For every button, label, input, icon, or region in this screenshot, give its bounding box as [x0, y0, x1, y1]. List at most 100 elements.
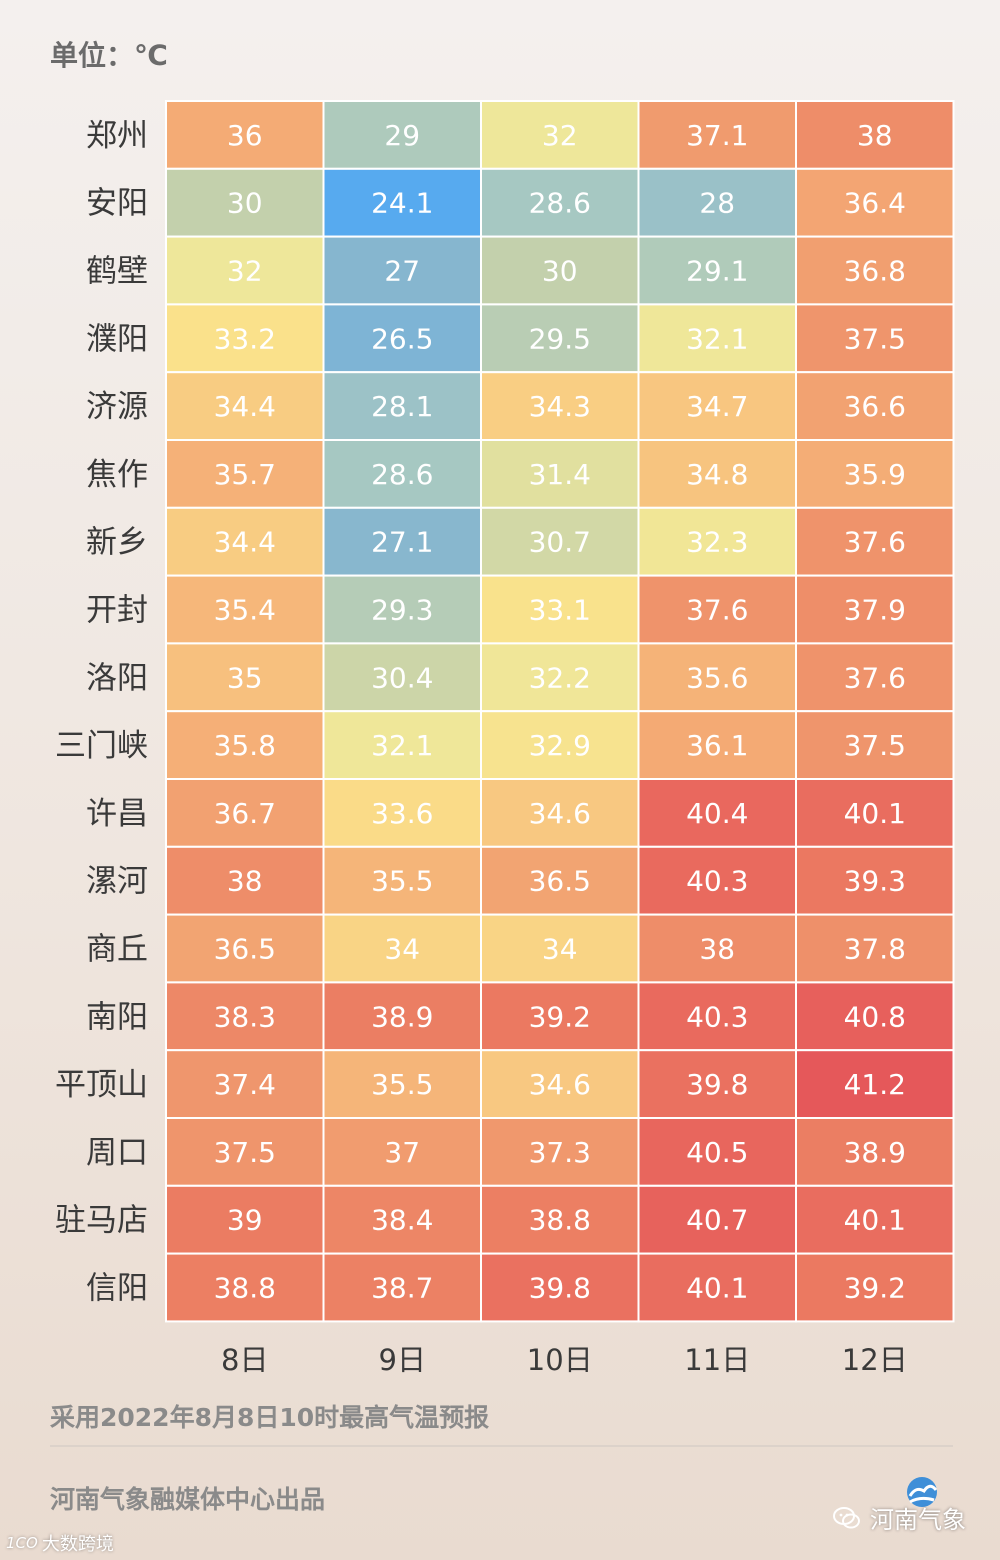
heatmap-cell: [637, 1117, 797, 1187]
cell-value: 40.1: [844, 797, 906, 830]
heatmap-cell: [165, 100, 325, 170]
cell-value: 31.4: [529, 458, 591, 491]
cell-value: 30.7: [529, 526, 591, 559]
heatmap-cell: [795, 1184, 955, 1255]
brand-name: 河南气象: [870, 1506, 966, 1534]
heatmap-cell: [637, 913, 797, 984]
cell-value: 30: [227, 187, 263, 220]
cell-value: 39.8: [686, 1068, 748, 1101]
heatmap-cell: [165, 506, 325, 577]
cell-value: 30: [542, 255, 578, 288]
heatmap-cell: [637, 167, 797, 238]
cell-value: 29.5: [529, 322, 591, 355]
footer-divider: [50, 1445, 953, 1447]
heatmap-cell: [795, 167, 955, 238]
cell-value: 38: [857, 119, 893, 152]
heatmap-cell: [322, 235, 482, 306]
heatmap-cell: [165, 1252, 325, 1323]
heatmap-cell: [637, 710, 797, 781]
heatmap-cell: [322, 1252, 482, 1323]
heatmap-cell: [795, 710, 955, 781]
cell-value: 34: [384, 933, 420, 966]
cell-value: 37.3: [529, 1136, 591, 1169]
cell-value: 37.5: [844, 322, 906, 355]
cell-value: 38: [227, 865, 263, 898]
cell-value: 36.6: [844, 390, 906, 423]
heatmap-cell: [322, 913, 482, 984]
cell-value: 39: [227, 1204, 263, 1237]
cell-value: 32.9: [529, 729, 591, 762]
heatmap-cell: [322, 778, 482, 848]
cell-value: 34.4: [214, 526, 276, 559]
cell-value: 33.1: [529, 594, 591, 627]
cell-value: 40.3: [686, 1000, 748, 1033]
wechat-icon: [833, 1506, 860, 1528]
heatmap-cell: [165, 371, 325, 442]
heatmap-cell: [795, 303, 955, 374]
row-label: 许昌: [86, 796, 148, 832]
row-label: 漯河: [86, 864, 148, 900]
cell-value: 34.7: [686, 390, 748, 423]
cell-value: 35.6: [686, 661, 748, 694]
column-label: 10日: [527, 1343, 593, 1377]
cell-value: 40.4: [686, 797, 748, 830]
cell-value: 33.6: [371, 797, 433, 830]
heatmap-cell: [795, 913, 955, 984]
cell-value: 35: [227, 661, 263, 694]
heatmap-cell: [480, 845, 640, 916]
cell-value: 29.3: [371, 594, 433, 627]
cell-value: 39.3: [844, 865, 906, 898]
heatmap-cell: [480, 1049, 640, 1119]
heatmap-cell: [480, 913, 640, 984]
cell-value: 36.1: [686, 729, 748, 762]
row-label: 洛阳: [86, 660, 148, 696]
column-label: 8日: [221, 1343, 268, 1377]
cell-value: 37.4: [214, 1068, 276, 1101]
heatmap-cell: [322, 303, 482, 374]
row-label: 焦作: [86, 457, 148, 493]
heatmap-cell: [322, 100, 482, 170]
cell-value: 37.6: [686, 594, 748, 627]
heatmap-cell: [795, 371, 955, 442]
cell-value: 35.7: [214, 458, 276, 491]
heatmap-cell: [322, 1184, 482, 1255]
heatmap-cell: [480, 574, 640, 645]
heatmap-cell: [165, 1117, 325, 1187]
cell-value: 32: [542, 119, 578, 152]
cell-value: 28.1: [371, 390, 433, 423]
row-label: 平顶山: [55, 1067, 148, 1103]
heatmap-cell: [165, 710, 325, 781]
cell-value: 40.1: [844, 1204, 906, 1237]
heatmap-cell: [322, 1049, 482, 1119]
cell-value: 32.1: [686, 322, 748, 355]
row-label: 安阳: [86, 186, 148, 222]
cell-value: 35.5: [371, 865, 433, 898]
cell-value: 28.6: [529, 187, 591, 220]
heatmap-cell: [795, 574, 955, 645]
cell-value: 38.4: [371, 1204, 433, 1237]
cell-value: 41.2: [844, 1068, 906, 1101]
producer-credit: 河南气象融媒体中心出品: [50, 1485, 326, 1514]
heatmap-cell: [322, 710, 482, 781]
heatmap-cell: [480, 371, 640, 442]
temperature-heatmap: 郑州 36 29 32 37.1 38 安阳 30 24.1 28.6 28 36.4 鹤壁 32 27 30…: [55, 100, 955, 1377]
cell-value: 37.5: [844, 729, 906, 762]
cell-value: 34.3: [529, 390, 591, 423]
cell-value: 37.6: [844, 526, 906, 559]
cell-value: 37.5: [214, 1136, 276, 1169]
heatmap-cell: [637, 778, 797, 848]
cell-value: 35.4: [214, 594, 276, 627]
heatmap-cell: [637, 574, 797, 645]
heatmap-cell: [795, 778, 955, 848]
heatmap-cell: [480, 981, 640, 1052]
cell-value: 36.5: [214, 933, 276, 966]
column-label: 9日: [379, 1343, 426, 1377]
heatmap-cell: [795, 981, 955, 1052]
heatmap-cell: [165, 845, 325, 916]
cell-value: 38: [699, 933, 735, 966]
heatmap-cell: [637, 371, 797, 442]
cell-value: 40.5: [686, 1136, 748, 1169]
cell-value: 26.5: [371, 322, 433, 355]
heatmap-cell: [637, 642, 797, 713]
cell-value: 36.4: [844, 187, 906, 220]
